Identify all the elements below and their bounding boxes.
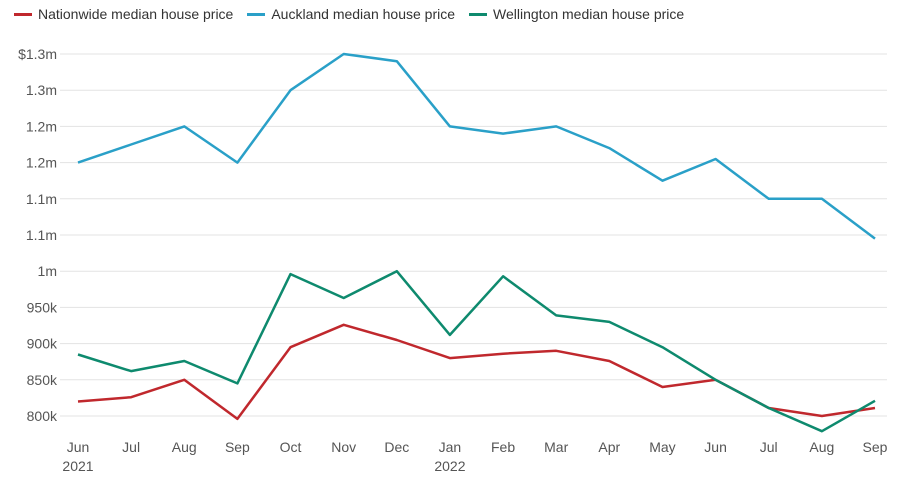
x-tick-label: Jan (439, 439, 462, 455)
x-tick-label: Sep (225, 439, 250, 455)
legend-label: Wellington median house price (493, 6, 685, 22)
y-tick-label: 1.1m (26, 227, 57, 243)
y-tick-label: 800k (27, 408, 58, 424)
y-tick-label: 1m (38, 263, 57, 279)
x-tick-label: Nov (331, 439, 356, 455)
x-year-label: 2021 (62, 458, 93, 474)
legend-item: Nationwide median house price (14, 6, 233, 22)
x-tick-label: Aug (172, 439, 197, 455)
x-tick-label: Apr (598, 439, 620, 455)
series-line (77, 323, 876, 421)
x-tick-label: Oct (280, 439, 302, 455)
y-tick-label: 1.1m (26, 191, 57, 207)
y-tick-label: 1.2m (26, 118, 57, 134)
y-tick-label: $1.3m (18, 46, 57, 62)
y-tick-label: 900k (27, 336, 58, 352)
series-line (77, 52, 876, 240)
legend-label: Nationwide median house price (38, 6, 234, 22)
chart-legend: Nationwide median house price Auckland me… (14, 6, 684, 22)
series-line (77, 269, 876, 433)
legend-swatch (14, 12, 32, 16)
x-tick-label: Sep (863, 439, 888, 455)
x-tick-label: Feb (491, 439, 515, 455)
x-tick-label: Jul (760, 439, 778, 455)
x-tick-label: Jun (67, 439, 90, 455)
y-tick-label: 1.2m (26, 155, 57, 171)
legend-swatch (469, 12, 488, 16)
legend-item: Wellington median house price (469, 6, 684, 22)
x-tick-label: Jun (704, 439, 727, 455)
x-tick-label: May (649, 439, 675, 455)
legend-item: Auckland median house price (247, 6, 455, 22)
y-tick-label: 850k (27, 372, 58, 388)
legend-label: Auckland median house price (271, 6, 456, 22)
y-tick-label: 950k (27, 299, 58, 315)
x-tick-label: Aug (809, 439, 834, 455)
y-tick-label: 1.3m (26, 82, 57, 98)
x-tick-label: Dec (384, 439, 409, 455)
x-tick-label: Mar (544, 439, 568, 455)
x-tick-label: Jul (122, 439, 140, 455)
x-year-label: 2022 (434, 458, 465, 474)
legend-swatch (247, 12, 266, 16)
